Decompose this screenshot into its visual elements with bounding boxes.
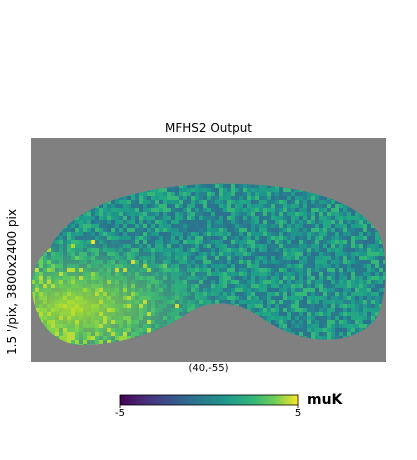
y-axis-label: 1.5 '/pix, 3800x2400 pix (5, 209, 19, 355)
x-axis-label: (40,-55) (188, 363, 229, 374)
colorbar-unit: muK (307, 392, 343, 408)
colorbar (119, 394, 299, 406)
chart-title: MFHS2 Output (164, 121, 253, 135)
colorbar-tick-label-min: -5 (115, 408, 125, 419)
colorbar-tick-label-max: 5 (294, 408, 302, 419)
